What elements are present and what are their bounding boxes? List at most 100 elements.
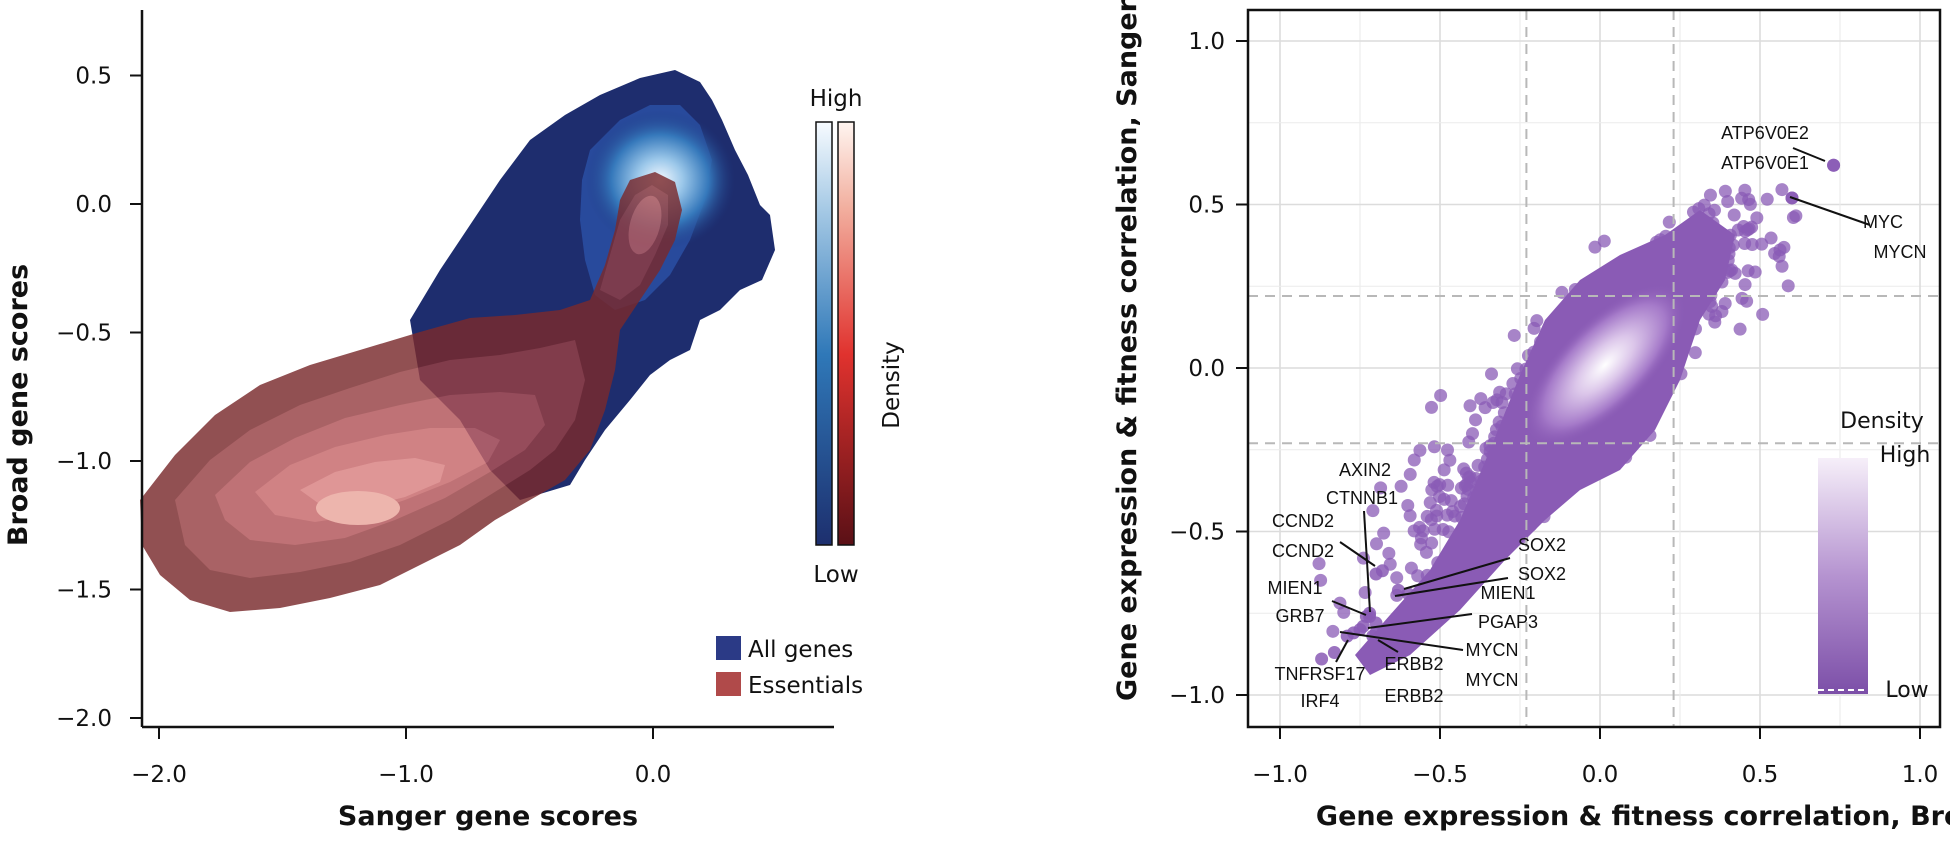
- colorbar-high-label: High: [810, 86, 863, 112]
- gene-label: CCND2: [1272, 541, 1334, 561]
- left-x-tick-label: −1.0: [378, 762, 434, 788]
- scatter-point: [1495, 395, 1509, 409]
- scatter-point: [1721, 195, 1735, 209]
- scatter-point: [1709, 309, 1723, 323]
- gene-label: GRB7: [1275, 606, 1324, 626]
- scatter-point: [1374, 481, 1388, 495]
- right-colorbar-low-label: Low: [1885, 678, 1928, 703]
- gene-label: MIEN1: [1267, 578, 1322, 598]
- gene-label: ERBB2: [1384, 654, 1443, 674]
- scatter-point: [1478, 401, 1492, 415]
- gene-label: MIEN1: [1480, 583, 1535, 603]
- right-x-tick-label: 1.0: [1902, 762, 1939, 788]
- scatter-point: [1775, 183, 1789, 197]
- scatter-point: [1493, 385, 1507, 399]
- threshold-lines: [1248, 10, 1940, 727]
- legend-swatch-all-genes: [716, 636, 741, 660]
- gene-leader-line: [1339, 541, 1376, 567]
- essentials-density: [140, 172, 682, 612]
- left-y-tick-label: −1.5: [56, 578, 112, 604]
- left-y-tick-label: 0.5: [75, 64, 112, 90]
- legend-swatch-essentials: [716, 672, 741, 696]
- scatter-point: [1403, 467, 1417, 481]
- right-y-tick-label: −1.0: [1169, 683, 1225, 709]
- right-colorbar-high-label: High: [1880, 443, 1931, 468]
- scatter-point: [1403, 509, 1417, 523]
- right-y-tick-label: 0.0: [1188, 356, 1225, 382]
- right-ticks: −1.0 −0.5 0.0 0.5 1.0 1.0 0.5 0.0 −0.5 −1.0: [1169, 29, 1938, 788]
- left-ticks: −2.0 −1.0 0.0 0.5 0.0 −0.5 −1.0 −1.5 −2.0: [56, 64, 671, 789]
- right-colorbar-bar: [1818, 458, 1868, 694]
- left-x-tick-label: −2.0: [131, 762, 187, 788]
- scatter-point: [1463, 399, 1477, 413]
- scatter-point: [1703, 188, 1717, 202]
- labeled-point: [1827, 158, 1841, 172]
- scatter-point: [1366, 504, 1380, 518]
- right-colorbar-title: Density: [1840, 409, 1924, 434]
- scatter-point: [1688, 346, 1702, 360]
- labeled-point: [1327, 645, 1341, 659]
- right-x-tick-label: −0.5: [1412, 762, 1468, 788]
- left-y-tick-label: −0.5: [56, 321, 112, 347]
- scatter-point: [1588, 240, 1602, 254]
- scatter-point: [1507, 328, 1521, 342]
- scatter-point: [1775, 259, 1789, 273]
- gene-label: CTNNB1: [1326, 488, 1398, 508]
- left-legend: All genes Essentials: [716, 636, 863, 699]
- scatter-point: [1382, 546, 1396, 560]
- scatter-point: [1741, 264, 1755, 278]
- colorbar-blue: [816, 122, 832, 545]
- scatter-point: [1738, 278, 1752, 292]
- left-density-layer: [140, 70, 775, 612]
- scatter-point: [1326, 624, 1340, 638]
- scatter-point: [1425, 400, 1439, 414]
- legend-label-all-genes: All genes: [748, 637, 853, 663]
- scatter-point: [1312, 557, 1326, 571]
- right-x-tick-label: −1.0: [1252, 762, 1308, 788]
- scatter-point: [1718, 297, 1732, 311]
- left-y-tick-label: 0.0: [75, 192, 112, 218]
- essentials-neck-peak: [628, 195, 662, 255]
- scatter-point: [1413, 520, 1427, 534]
- scatter-point: [1337, 605, 1351, 619]
- scatter-point: [1462, 435, 1476, 449]
- scatter-point: [1469, 413, 1483, 427]
- gene-leader-line: [1331, 600, 1367, 616]
- gene-label: MYCN: [1466, 640, 1519, 660]
- scatter-point: [1485, 367, 1499, 381]
- colorbar-frame-blue: [815, 121, 833, 546]
- scatter-point: [1479, 441, 1493, 455]
- gene-labels: ATP6V0E2 ATP6V0E1 MYC MYCN AXIN2 CTNNB1 CCND2 C…: [1267, 123, 1926, 711]
- right-panel: −1.0 −0.5 0.0 0.5 1.0 1.0 0.5 0.0 −0.5 −1.0 Gene …: [1112, 0, 1950, 832]
- gene-leader-line: [1403, 557, 1511, 590]
- scatter-point: [1433, 490, 1447, 504]
- gene-leader-line: [1789, 196, 1871, 226]
- colorbar-low-label: Low: [813, 562, 858, 588]
- gene-label: CCND2: [1272, 511, 1334, 531]
- scatter-point: [1446, 505, 1460, 519]
- scatter-point: [1510, 362, 1524, 376]
- scatter-point: [1401, 499, 1415, 513]
- scatter-point: [1459, 466, 1473, 480]
- scatter-point: [1430, 479, 1444, 493]
- gene-leader-line: [1367, 613, 1473, 629]
- scatter-point: [1697, 198, 1711, 212]
- scatter-point: [1733, 322, 1747, 336]
- scatter-point: [1738, 224, 1752, 238]
- scatter-point: [1460, 478, 1474, 492]
- right-x-axis-label: Gene expression & fitness correlation, B…: [1316, 801, 1950, 832]
- gene-label: SOX2: [1518, 535, 1566, 555]
- scatter-point: [1743, 197, 1757, 211]
- colorbar-frame-red: [837, 121, 855, 546]
- scatter-point: [1441, 478, 1455, 492]
- scatter-point: [1377, 526, 1391, 540]
- essentials-peak: [316, 491, 400, 525]
- labeled-point: [1315, 652, 1329, 666]
- scatter-point: [1419, 545, 1433, 559]
- right-x-tick-label: 0.5: [1742, 762, 1779, 788]
- gene-label: TNFRSF17: [1274, 664, 1365, 684]
- gene-leader-line: [1335, 639, 1349, 663]
- gene-leader-line: [1394, 577, 1509, 597]
- scatter-point: [1394, 479, 1408, 493]
